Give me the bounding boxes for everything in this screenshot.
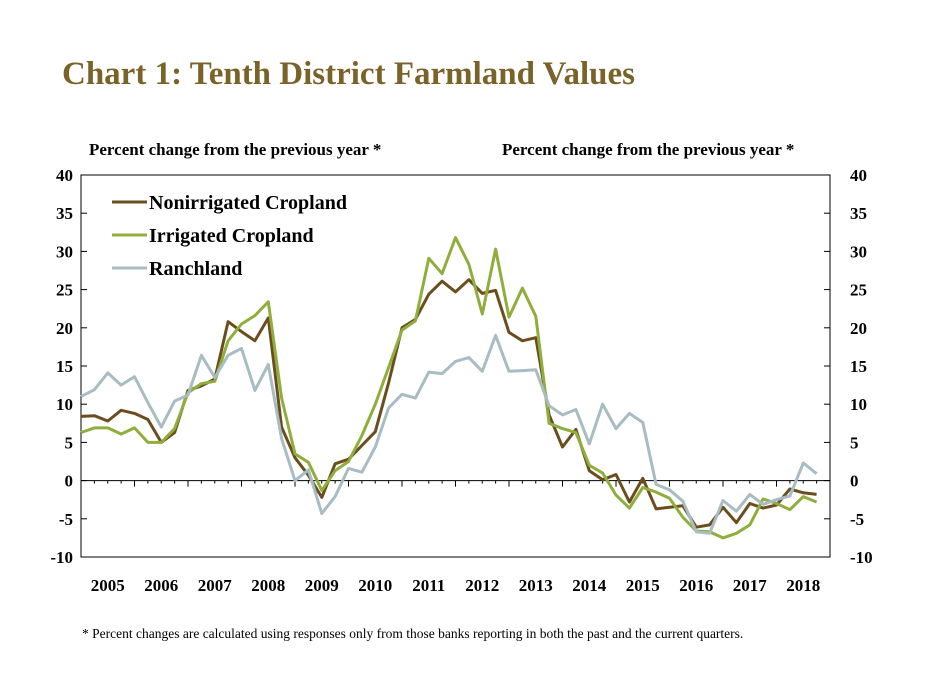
left-y-tick-label: 25 bbox=[56, 281, 73, 300]
right-axis-label: Percent change from the previous year * bbox=[502, 140, 795, 159]
legend-entry: Nonirrigated Cropland bbox=[149, 192, 347, 214]
left-y-tick-label: 30 bbox=[56, 242, 73, 261]
legend-entry: Ranchland bbox=[149, 258, 242, 280]
left-y-tick-label: 10 bbox=[56, 395, 73, 414]
x-tick-label: 2008 bbox=[251, 576, 285, 595]
x-tick-label: 2006 bbox=[144, 576, 178, 595]
x-tick-label: 2005 bbox=[91, 576, 125, 595]
page-title: Chart 1: Tenth District Farmland Values bbox=[62, 56, 635, 92]
x-tick-label: 2011 bbox=[412, 576, 445, 595]
right-y-tick-label: 5 bbox=[850, 433, 859, 452]
right-y-tick-label: 35 bbox=[850, 204, 867, 223]
left-y-tick-label: 20 bbox=[56, 319, 73, 338]
right-y-tick-label: 30 bbox=[850, 242, 867, 261]
x-tick-label: 2010 bbox=[358, 576, 392, 595]
right-y-tick-label: 20 bbox=[850, 319, 867, 338]
x-tick-label: 2015 bbox=[626, 576, 660, 595]
left-y-tick-label: 5 bbox=[65, 433, 74, 452]
x-tick-label: 2016 bbox=[679, 576, 713, 595]
footnote: * Percent changes are calculated using r… bbox=[82, 626, 744, 641]
x-tick-label: 2018 bbox=[786, 576, 820, 595]
legend-entry: Irrigated Cropland bbox=[149, 225, 314, 247]
left-y-tick-label: 40 bbox=[56, 166, 73, 185]
x-tick-label: 2012 bbox=[465, 576, 499, 595]
right-y-tick-label: 40 bbox=[850, 166, 867, 185]
right-y-tick-label: -10 bbox=[850, 548, 873, 567]
right-y-tick-label: 10 bbox=[850, 395, 867, 414]
left-y-tick-label: 35 bbox=[56, 204, 73, 223]
left-y-tick-label: -5 bbox=[59, 510, 73, 529]
right-y-tick-label: 25 bbox=[850, 281, 867, 300]
x-tick-label: 2014 bbox=[572, 576, 607, 595]
left-axis-label: Percent change from the previous year * bbox=[89, 140, 382, 159]
x-tick-label: 2013 bbox=[519, 576, 553, 595]
right-y-tick-label: 0 bbox=[850, 472, 859, 491]
series-line-nonirrigated-cropland bbox=[80, 278, 817, 529]
right-y-tick-label: -5 bbox=[850, 510, 864, 529]
x-tick-label: 2007 bbox=[198, 576, 233, 595]
right-y-tick-label: 15 bbox=[850, 357, 867, 376]
series-line-ranchland bbox=[80, 333, 818, 535]
x-tick-label: 2017 bbox=[733, 576, 768, 595]
left-y-tick-label: 15 bbox=[56, 357, 73, 376]
left-y-tick-label: 0 bbox=[65, 472, 74, 491]
left-y-tick-label: -10 bbox=[50, 548, 73, 567]
x-tick-label: 2009 bbox=[305, 576, 339, 595]
